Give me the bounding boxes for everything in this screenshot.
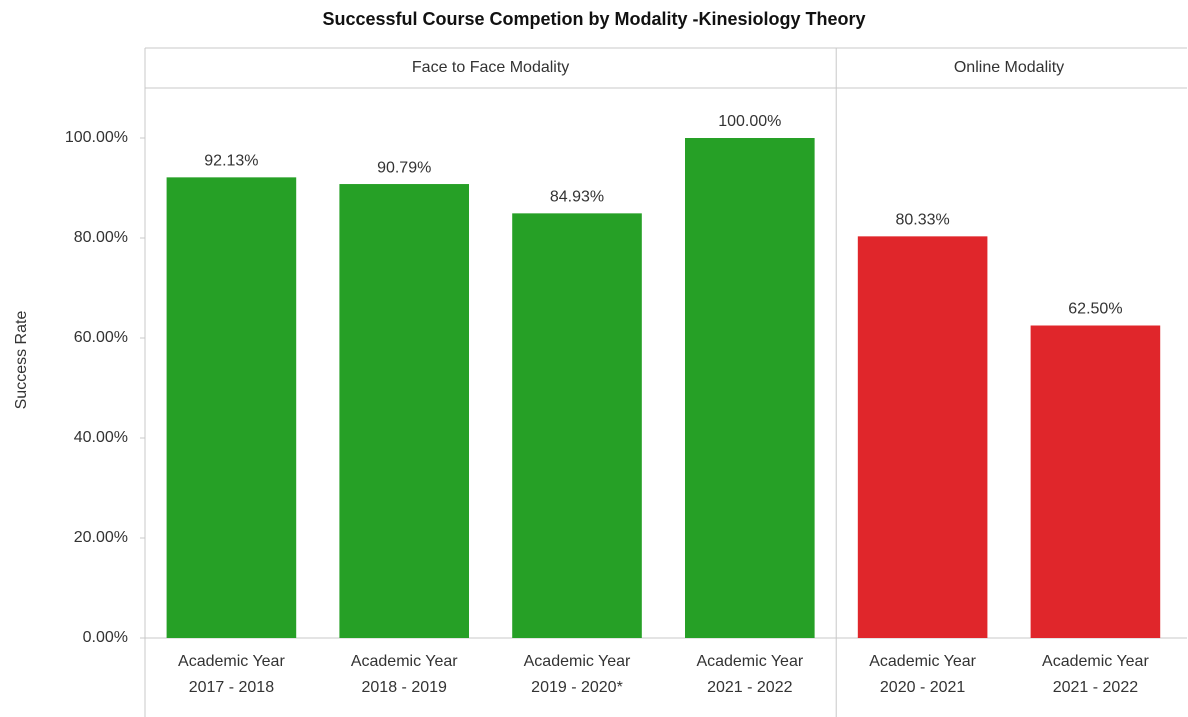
bar [1030,325,1161,638]
x-tick-label: Academic Year 2020 - 2021 [869,653,976,696]
x-tick-label: Academic Year 2017 - 2018 [178,653,285,696]
bar [339,184,470,639]
value-label: 80.33% [895,212,949,229]
y-tick-label: 40.00% [74,429,128,446]
chart-title: Successful Course Competion by Modality … [322,9,865,29]
y-tick-label: 20.00% [74,529,128,546]
y-tick-label: 60.00% [74,329,128,346]
value-label: 100.00% [718,113,781,130]
bar [512,213,642,638]
x-tick-label: Academic Year 2021 - 2022 [696,653,803,696]
panel-header: Online Modality [954,59,1064,76]
value-label: 90.79% [377,159,431,176]
bar [685,138,815,638]
panel-header: Face to Face Modality [412,59,569,76]
bar [857,236,988,638]
value-label: 84.93% [550,189,604,206]
y-tick-label: 0.00% [83,629,128,646]
bar [166,177,297,638]
value-label: 62.50% [1068,301,1122,318]
x-tick-label: Academic Year 2021 - 2022 [1042,653,1149,696]
x-tick-label: Academic Year 2018 - 2019 [351,653,458,696]
x-tick-label: Academic Year 2019 - 2020* [524,653,631,696]
y-tick-label: 80.00% [74,229,128,246]
y-axis-title: Success Rate [13,311,30,410]
value-label: 92.13% [204,153,258,170]
y-tick-label: 100.00% [65,129,128,146]
